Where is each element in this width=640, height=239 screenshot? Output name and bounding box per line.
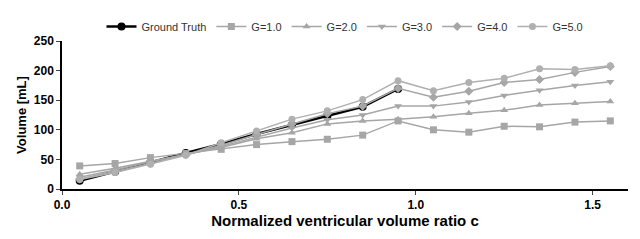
svg-text:Ground Truth: Ground Truth [142,21,207,33]
svg-text:50: 50 [40,153,54,167]
svg-text:G=3.0: G=3.0 [402,21,432,33]
svg-text:G=5.0: G=5.0 [552,21,582,33]
svg-text:G=4.0: G=4.0 [477,21,507,33]
svg-text:G=2.0: G=2.0 [327,21,357,33]
svg-text:100: 100 [34,123,54,137]
svg-text:0: 0 [47,182,54,196]
svg-text:Normalized ventricular volume: Normalized ventricular volume ratio c [211,212,479,229]
svg-text:200: 200 [34,64,54,78]
svg-text:G=1.0: G=1.0 [251,21,281,33]
svg-text:0.5: 0.5 [231,198,248,212]
svg-text:0.0: 0.0 [54,198,71,212]
svg-text:Volume [mL]: Volume [mL] [14,76,29,154]
svg-text:1.5: 1.5 [584,198,601,212]
svg-text:150: 150 [34,93,54,107]
svg-text:250: 250 [34,34,54,48]
svg-text:1.0: 1.0 [407,198,424,212]
